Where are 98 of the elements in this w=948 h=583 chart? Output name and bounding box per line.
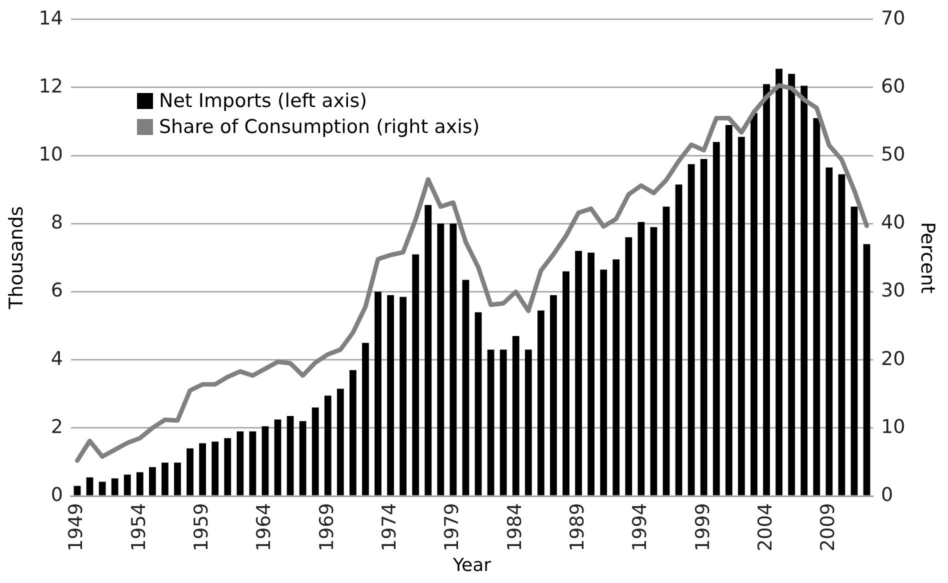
y2-tick-label: 10 (881, 416, 906, 438)
bar (124, 474, 131, 496)
bar (588, 252, 594, 496)
y-tick-label: 6 (50, 280, 63, 302)
x-tick-label: 1964 (253, 503, 276, 552)
bar (500, 350, 507, 496)
bar (788, 74, 796, 496)
bar (850, 206, 858, 496)
x-tick-label: 2009 (817, 503, 840, 552)
bar (688, 164, 695, 496)
x-tick-label: 2004 (754, 503, 776, 552)
bar (712, 142, 720, 496)
bar (750, 113, 758, 496)
bar (738, 136, 745, 496)
bar (236, 431, 244, 496)
bar (437, 224, 444, 496)
bar (776, 68, 782, 496)
bar (550, 295, 557, 496)
x-tick-label: 1959 (190, 503, 212, 552)
y2-tick-label: 0 (881, 484, 894, 506)
bar (136, 472, 144, 496)
bar (763, 84, 770, 496)
y2-tick-label: 60 (881, 75, 906, 98)
y2-tick-label: 40 (881, 212, 906, 234)
bar (186, 448, 194, 496)
bar (638, 222, 645, 496)
y-tick-label: 10 (38, 144, 63, 166)
bar (813, 118, 820, 496)
bar (324, 396, 332, 496)
x-tick-label: 1949 (65, 503, 88, 552)
x-tick-label: 1979 (441, 503, 464, 552)
bar (98, 482, 106, 496)
x-tick-label: 1999 (692, 503, 714, 552)
bar (111, 478, 118, 496)
x-tick-label: 1954 (128, 503, 150, 552)
x-tick-label: 1969 (316, 503, 338, 552)
y2-tick-label: 70 (881, 7, 906, 30)
x-tick-label: 1994 (629, 503, 652, 552)
bar (148, 467, 156, 496)
bar (262, 426, 269, 496)
y-tick-label: 8 (50, 212, 63, 234)
bar (162, 462, 168, 496)
bar (562, 271, 570, 496)
bar (600, 270, 608, 496)
y2-axis-title: Percent (916, 222, 939, 294)
bar (863, 244, 870, 496)
y-tick-label: 4 (50, 348, 63, 370)
y-axis-title: Thousands (5, 206, 28, 310)
bar (474, 312, 482, 496)
y2-tick-label: 30 (881, 280, 906, 302)
bar (537, 310, 544, 496)
bar (487, 350, 494, 496)
x-axis-title: Year (452, 554, 492, 576)
y2-tick-label: 20 (881, 348, 906, 370)
bar (286, 416, 294, 496)
bar (424, 204, 432, 496)
bar (362, 342, 369, 496)
bar (700, 158, 708, 496)
bar (462, 280, 470, 496)
bar (524, 350, 532, 496)
bar (512, 336, 520, 496)
bar (838, 174, 846, 496)
legend-label: Net Imports (left axis) (159, 89, 368, 114)
bar (400, 296, 407, 496)
bar (575, 250, 582, 496)
y-tick-label: 14 (38, 7, 63, 30)
bar (662, 206, 670, 496)
bar (86, 477, 94, 496)
bar (374, 292, 382, 496)
bar (174, 462, 181, 496)
bar (249, 431, 256, 496)
bar (199, 443, 206, 496)
y-tick-label: 2 (50, 416, 63, 438)
x-tick-label: 1974 (378, 503, 400, 552)
bar (299, 421, 306, 496)
bar (800, 86, 808, 496)
bar (725, 124, 732, 496)
bar (212, 442, 219, 496)
y-tick-label: 12 (38, 75, 63, 98)
bar (675, 184, 682, 496)
legend-label: Share of Consumption (right axis) (159, 115, 480, 140)
y-tick-label: 0 (50, 484, 63, 506)
bar (826, 168, 833, 496)
bar (312, 408, 319, 496)
bar (387, 295, 394, 496)
bar (412, 254, 420, 496)
bar (336, 388, 344, 496)
bar (650, 227, 658, 496)
bar (625, 237, 632, 496)
bar (224, 438, 232, 496)
bar (350, 370, 356, 496)
bar (274, 419, 282, 496)
x-tick-label: 1989 (566, 503, 588, 552)
bar (450, 224, 457, 496)
x-tick-label: 1984 (504, 503, 526, 552)
bar (74, 486, 81, 496)
y2-tick-label: 50 (881, 144, 906, 166)
bar (612, 259, 620, 496)
